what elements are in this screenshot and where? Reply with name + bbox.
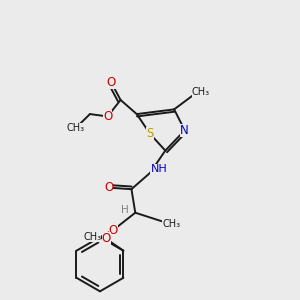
Text: H: H [121,206,129,215]
Text: O: O [102,232,111,245]
Text: CH₃: CH₃ [83,232,101,242]
Text: S: S [146,127,154,140]
Text: O: O [109,224,118,237]
Text: CH₃: CH₃ [162,220,180,230]
Text: N: N [180,124,189,137]
Text: O: O [106,76,116,89]
Text: NH: NH [151,164,167,174]
Text: O: O [104,181,113,194]
Text: O: O [103,110,112,123]
Text: CH₃: CH₃ [67,123,85,133]
Text: CH₃: CH₃ [192,87,210,97]
